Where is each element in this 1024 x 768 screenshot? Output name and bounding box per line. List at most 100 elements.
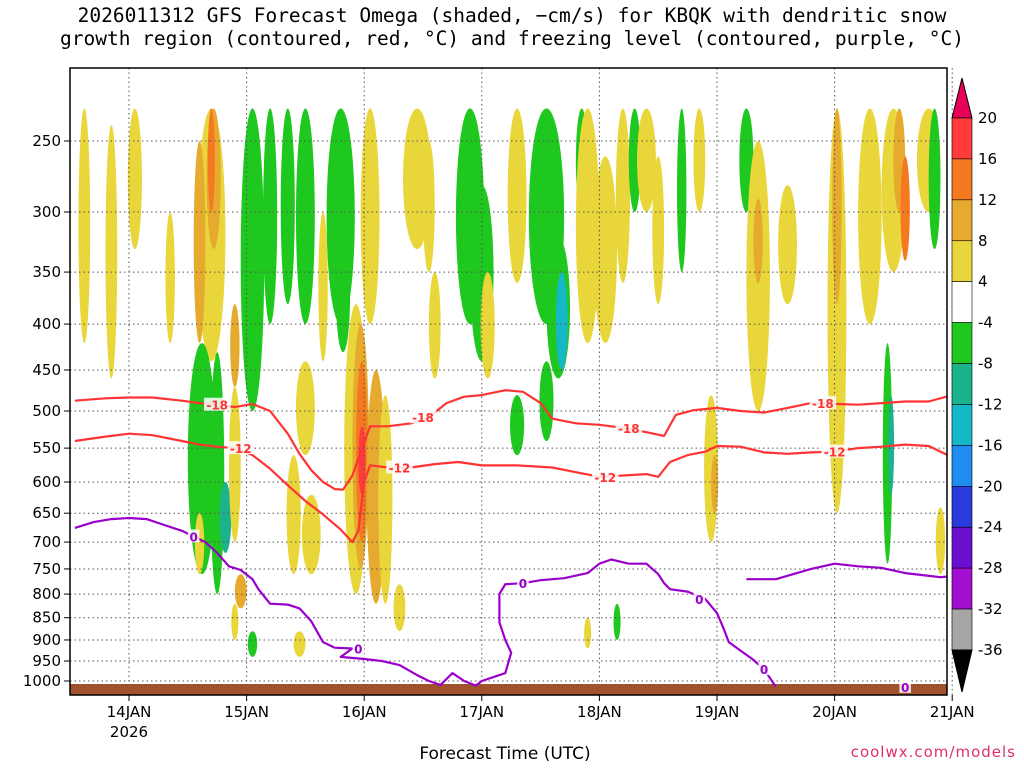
y-tick-label: 650 bbox=[32, 504, 61, 522]
contour-label: 0 bbox=[190, 530, 198, 544]
omega-cell bbox=[693, 108, 706, 213]
contour-label: -18 bbox=[812, 397, 834, 411]
contour-label-bg bbox=[821, 444, 848, 458]
contour-label: -12 bbox=[230, 442, 252, 456]
colorbar-top-arrow bbox=[951, 77, 973, 119]
omega-cell bbox=[193, 141, 206, 344]
omega-cell bbox=[165, 212, 175, 344]
omega-cell bbox=[231, 603, 239, 640]
y-tick-label: 800 bbox=[32, 585, 61, 603]
colorbar-tick-label: -24 bbox=[978, 518, 1003, 536]
omega-cell bbox=[882, 343, 893, 564]
contour-label: -12 bbox=[594, 471, 616, 485]
omega-cell bbox=[753, 198, 763, 284]
colorbar-segment bbox=[951, 322, 973, 364]
contour-label-bg bbox=[203, 397, 231, 411]
contour-label-bg bbox=[386, 460, 413, 474]
colorbar-tick-label: -4 bbox=[978, 314, 993, 332]
colorbar-tick-label: 8 bbox=[978, 232, 988, 250]
y-tick-label: 600 bbox=[32, 473, 61, 491]
contour-label-bg bbox=[758, 662, 770, 676]
omega-cell bbox=[832, 108, 842, 305]
colorbar-segment bbox=[951, 199, 973, 242]
x-tick-sublabel: 2026 bbox=[110, 723, 148, 741]
credit-link[interactable]: coolwx.com/models bbox=[850, 743, 1016, 761]
colorbar-segment bbox=[951, 363, 973, 405]
omega-cell bbox=[628, 108, 641, 213]
contour-label-bg bbox=[517, 576, 529, 590]
contour-label-bg bbox=[693, 591, 706, 605]
omega-cell bbox=[428, 272, 441, 379]
colorbar: 20 16 12 8 4 -4 -8 -12 -16 -20 -24 -28 -32 -36 bbox=[951, 77, 1003, 693]
omega-cell bbox=[207, 108, 215, 213]
y-tick-label: 750 bbox=[32, 560, 61, 578]
omega-cell bbox=[480, 272, 495, 379]
omega-cell bbox=[900, 156, 910, 261]
omega-cell bbox=[280, 108, 295, 305]
colorbar-segment bbox=[951, 445, 973, 487]
omega-cell bbox=[293, 631, 306, 657]
omega-cell bbox=[539, 361, 554, 441]
y-tick-label: 400 bbox=[32, 315, 61, 333]
x-tick-label: 19JAN bbox=[695, 703, 740, 721]
omega-cell bbox=[827, 108, 847, 514]
omega-cell bbox=[510, 395, 525, 456]
contour-label-bg bbox=[409, 410, 437, 424]
omega-cell bbox=[78, 108, 91, 344]
contour-label: -18 bbox=[206, 399, 228, 413]
x-tick-label: 14JAN bbox=[107, 703, 152, 721]
omega-cell bbox=[858, 108, 882, 325]
colorbar-tick-label: -20 bbox=[978, 477, 1003, 495]
contour-label-bg bbox=[592, 469, 619, 483]
colorbar-segment bbox=[951, 240, 973, 282]
plot-frame bbox=[69, 67, 948, 696]
x-tick-label: 17JAN bbox=[459, 703, 504, 721]
colorbar-tick-label: -16 bbox=[978, 436, 1003, 454]
contour-label: 0 bbox=[519, 577, 527, 591]
colorbar-segment bbox=[951, 526, 973, 569]
contour-line bbox=[74, 389, 947, 491]
title-line-2: growth region (contoured, red, °C) and f… bbox=[60, 27, 964, 50]
y-tick-label: 900 bbox=[32, 631, 61, 649]
colorbar-tick-label: 16 bbox=[978, 150, 997, 168]
omega-cell bbox=[378, 395, 393, 604]
chart-title: 2026011312 GFS Forecast Omega (shaded, −… bbox=[0, 4, 1024, 50]
omega-cell bbox=[263, 108, 278, 325]
omega-cell bbox=[286, 455, 301, 575]
omega-cell bbox=[295, 108, 315, 325]
contour-label-bg bbox=[615, 420, 643, 434]
colorbar-bottom-arrow bbox=[951, 649, 973, 693]
x-tick-label: 18JAN bbox=[577, 703, 622, 721]
omega-cell bbox=[423, 141, 435, 273]
contour-label-bg bbox=[899, 679, 911, 693]
contour-line bbox=[74, 516, 777, 688]
contour-label: -18 bbox=[412, 411, 434, 425]
x-axis-label: Forecast Time (UTC) bbox=[419, 744, 591, 764]
contour-label: 0 bbox=[354, 643, 362, 657]
omega-shading bbox=[78, 108, 946, 657]
contour-label-bg bbox=[187, 529, 200, 543]
colorbar-segment bbox=[951, 608, 973, 651]
contour-label: -18 bbox=[618, 422, 640, 436]
omega-cell bbox=[393, 584, 406, 632]
colorbar-segment bbox=[951, 567, 973, 610]
y-tick-label: 700 bbox=[32, 533, 61, 551]
omega-cell bbox=[240, 108, 265, 411]
colorbar-segment bbox=[951, 281, 973, 323]
contour-label-bg bbox=[352, 641, 365, 655]
omega-cell bbox=[105, 125, 118, 379]
y-tick-label: 550 bbox=[32, 439, 61, 457]
omega-cell bbox=[335, 237, 351, 353]
omega-cell bbox=[584, 617, 592, 649]
omega-cell bbox=[615, 108, 630, 284]
colorbar-segment bbox=[951, 486, 973, 528]
colorbar-tick-label: -12 bbox=[978, 395, 1003, 413]
omega-cell bbox=[230, 304, 240, 387]
y-tick-label: 300 bbox=[32, 203, 61, 221]
omega-cell bbox=[318, 212, 328, 362]
omega-cell bbox=[301, 494, 321, 575]
omega-cell bbox=[360, 108, 380, 325]
y-tick-label: 350 bbox=[32, 263, 61, 281]
y-tick-label: 250 bbox=[32, 132, 61, 150]
